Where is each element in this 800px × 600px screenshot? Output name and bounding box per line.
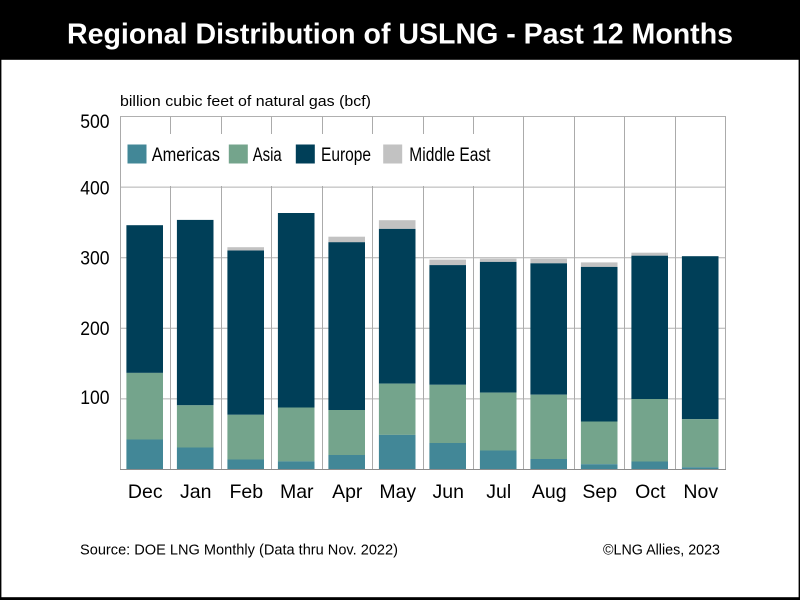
svg-text:Jun: Jun: [433, 481, 464, 503]
svg-text:Jan: Jan: [180, 481, 211, 503]
svg-text:©LNG Allies, 2023: ©LNG Allies, 2023: [603, 542, 720, 559]
svg-text:Mar: Mar: [280, 481, 314, 503]
svg-text:Aug: Aug: [532, 481, 567, 503]
svg-text:Feb: Feb: [229, 481, 263, 503]
svg-text:billion cubic feet of natural: billion cubic feet of natural gas (bcf): [120, 93, 371, 110]
svg-text:300: 300: [80, 248, 109, 269]
svg-text:Sep: Sep: [582, 481, 617, 503]
svg-text:May: May: [379, 481, 416, 503]
svg-text:Americas: Americas: [152, 145, 220, 166]
svg-text:100: 100: [80, 388, 109, 409]
svg-text:Europe: Europe: [321, 145, 371, 166]
svg-text:Jul: Jul: [486, 481, 511, 503]
svg-text:Regional Distribution of USLNG: Regional Distribution of USLNG - Past 12…: [67, 19, 733, 51]
svg-text:Oct: Oct: [635, 481, 666, 503]
svg-text:Nov: Nov: [683, 481, 718, 503]
svg-text:400: 400: [80, 179, 109, 200]
svg-text:Asia: Asia: [253, 145, 282, 166]
svg-text:Source: DOE LNG Monthly (Data: Source: DOE LNG Monthly (Data thru Nov. …: [80, 542, 398, 559]
svg-text:200: 200: [80, 319, 109, 340]
svg-text:Middle East: Middle East: [409, 145, 491, 166]
svg-text:500: 500: [80, 112, 109, 133]
svg-text:Apr: Apr: [332, 481, 363, 503]
svg-text:Dec: Dec: [128, 481, 163, 503]
